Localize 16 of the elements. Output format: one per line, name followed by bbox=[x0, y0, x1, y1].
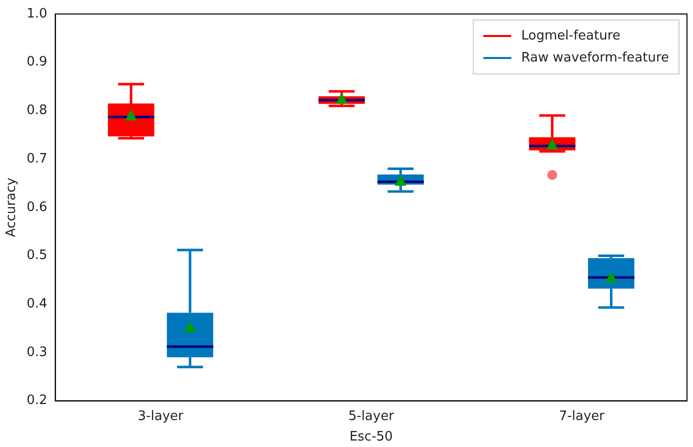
y-tick-label: 0.4 bbox=[26, 296, 48, 312]
y-tick-label: 0.9 bbox=[26, 54, 48, 70]
y-tick-label: 0.5 bbox=[26, 248, 48, 264]
x-axis-title: Esc-50 bbox=[349, 430, 393, 445]
y-tick-label: 1.0 bbox=[26, 6, 48, 22]
legend-label: Raw waveform-feature bbox=[521, 50, 670, 66]
y-tick-label: 0.7 bbox=[26, 151, 48, 166]
x-tick-label: 7-layer bbox=[558, 408, 606, 424]
y-tick-label: 0.2 bbox=[26, 393, 48, 408]
y-tick-label: 0.3 bbox=[26, 344, 48, 360]
x-tick-label: 5-layer bbox=[348, 408, 395, 424]
y-tick-label: 0.8 bbox=[26, 103, 48, 118]
legend-label: Logmel-feature bbox=[521, 28, 620, 44]
x-tick-label: 3-layer bbox=[138, 408, 184, 424]
y-tick-label: 0.6 bbox=[26, 200, 48, 215]
y-axis-title: Accuracy bbox=[4, 177, 20, 238]
